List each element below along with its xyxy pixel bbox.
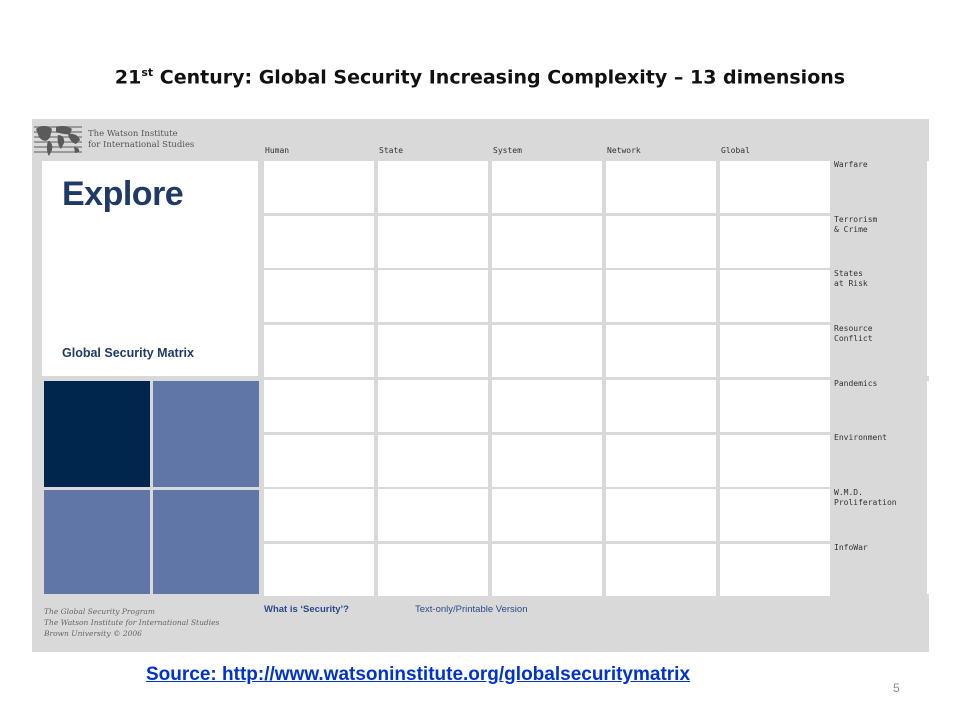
matrix-cell[interactable] bbox=[492, 325, 602, 378]
title-text: Century: Global Security Increasing Comp… bbox=[153, 66, 846, 89]
row-header-pandemics[interactable]: Pandemics bbox=[834, 379, 878, 388]
explore-subtitle: Global Security Matrix bbox=[62, 346, 194, 360]
matrix-cell[interactable] bbox=[378, 434, 488, 487]
matrix-cell[interactable] bbox=[378, 325, 488, 378]
matrix-cell[interactable] bbox=[264, 270, 374, 323]
matrix-cell[interactable] bbox=[492, 379, 602, 432]
globe-logo-icon bbox=[34, 125, 82, 156]
matrix-cell[interactable] bbox=[492, 215, 602, 268]
row-header-wmd-proliferation[interactable]: W.M.D. Proliferation bbox=[834, 488, 897, 507]
matrix-cell[interactable] bbox=[264, 434, 374, 487]
matrix-cell[interactable] bbox=[492, 434, 602, 487]
tile-top-left[interactable] bbox=[44, 381, 150, 487]
matrix-cell[interactable] bbox=[378, 215, 488, 268]
matrix-cell[interactable] bbox=[492, 270, 602, 323]
column-header-human[interactable]: Human bbox=[265, 146, 290, 155]
matrix-cell[interactable] bbox=[606, 161, 716, 213]
tile-top-right[interactable] bbox=[153, 381, 259, 487]
matrix-cell[interactable] bbox=[264, 379, 374, 432]
row-header-infowar[interactable]: InfoWar bbox=[834, 543, 868, 552]
text-only-version-link[interactable]: Text-only/Printable Version bbox=[415, 604, 528, 615]
tile-bottom-left[interactable] bbox=[44, 490, 150, 594]
institute-name: The Watson Institute for International S… bbox=[88, 129, 195, 150]
explore-title: Explore bbox=[62, 175, 184, 213]
right-edge-strip bbox=[927, 381, 929, 594]
matrix-cell[interactable] bbox=[720, 489, 830, 542]
column-header-system[interactable]: System bbox=[493, 146, 522, 155]
matrix-cell[interactable] bbox=[720, 434, 830, 487]
matrix-cell[interactable] bbox=[378, 489, 488, 542]
tile-bottom-right[interactable] bbox=[153, 490, 259, 594]
matrix-cell[interactable] bbox=[264, 325, 374, 378]
matrix-screenshot: The Watson Institute for International S… bbox=[32, 119, 929, 652]
matrix-cell[interactable] bbox=[720, 325, 830, 378]
what-is-security-link[interactable]: What is ‘Security’? bbox=[264, 604, 349, 615]
column-header-network[interactable]: Network bbox=[607, 146, 641, 155]
matrix-cell[interactable] bbox=[378, 543, 488, 596]
slide-number: 5 bbox=[893, 681, 900, 695]
matrix-cell[interactable] bbox=[264, 489, 374, 542]
matrix-cell[interactable] bbox=[264, 215, 374, 268]
matrix-cell[interactable] bbox=[606, 270, 716, 323]
matrix-cell[interactable] bbox=[606, 543, 716, 596]
matrix-cell[interactable] bbox=[606, 379, 716, 432]
matrix-cell[interactable] bbox=[720, 215, 830, 268]
row-header-warfare[interactable]: Warfare bbox=[834, 160, 868, 169]
matrix-cell[interactable] bbox=[264, 161, 374, 213]
column-header-global[interactable]: Global bbox=[721, 146, 750, 155]
title-number: 21 bbox=[114, 66, 142, 89]
matrix-cell[interactable] bbox=[492, 161, 602, 213]
matrix-cell[interactable] bbox=[606, 434, 716, 487]
title-superscript: st bbox=[141, 66, 154, 79]
matrix-cell[interactable] bbox=[606, 215, 716, 268]
slide-title: 21st Century: Global Security Increasing… bbox=[0, 66, 960, 88]
matrix-cell[interactable] bbox=[720, 270, 830, 323]
row-header-states-at-risk[interactable]: States at Risk bbox=[834, 269, 868, 288]
matrix-cell[interactable] bbox=[492, 489, 602, 542]
matrix-cell[interactable] bbox=[264, 543, 374, 596]
matrix-cell[interactable] bbox=[378, 161, 488, 213]
row-header-environment[interactable]: Environment bbox=[834, 433, 887, 442]
matrix-cell[interactable] bbox=[720, 161, 830, 213]
matrix-cell[interactable] bbox=[606, 325, 716, 378]
matrix-cell[interactable] bbox=[378, 379, 488, 432]
explore-panel: Explore Global Security Matrix bbox=[42, 161, 258, 376]
matrix-cell[interactable] bbox=[720, 379, 830, 432]
source-link[interactable]: Source: http://www.watsoninstitute.org/g… bbox=[146, 664, 691, 685]
matrix-cell[interactable] bbox=[606, 489, 716, 542]
matrix-cell[interactable] bbox=[492, 543, 602, 596]
matrix-cell[interactable] bbox=[378, 270, 488, 323]
footer-credits: The Global Security Program The Watson I… bbox=[44, 607, 220, 638]
column-header-state[interactable]: State bbox=[379, 146, 404, 155]
matrix-cell[interactable] bbox=[720, 543, 830, 596]
row-header-resource-conflict[interactable]: Resource Conflict bbox=[834, 324, 873, 343]
row-header-terrorism-crime[interactable]: Terrorism & Crime bbox=[834, 215, 878, 234]
right-edge-strip bbox=[927, 161, 929, 376]
